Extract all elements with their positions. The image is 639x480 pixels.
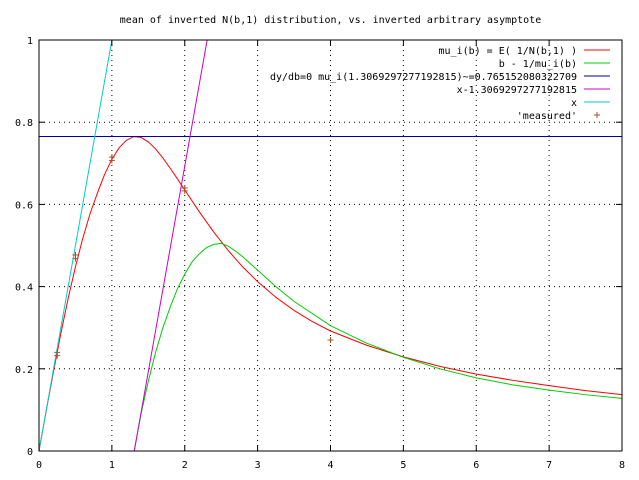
series-x-line [39,40,113,451]
series-mu-i-b-e-1-n-b-1-line [39,136,622,451]
measured-point [54,352,61,359]
y-tick-label: 1 [27,36,33,47]
x-tick-label: 8 [619,460,625,471]
legend-label: x [571,98,577,109]
measured-point [72,255,79,262]
y-tick-label: 0.6 [15,200,33,211]
measured-point [108,157,115,164]
grid [39,40,622,451]
x-tick-label: 1 [109,460,115,471]
y-tick-label: 0.2 [15,365,33,376]
chart-title: mean of inverted N(b,1) distribution, vs… [120,15,541,26]
legend-label: mu_i(b) = E( 1/N(b,1) ) [439,46,577,57]
x-tick-label: 4 [327,460,333,471]
x-tick-label: 5 [400,460,406,471]
y-tick-label: 0.4 [15,283,33,294]
y-tick-label: 0 [27,447,33,458]
series-layer [39,40,622,451]
legend-label: x-1.3069297277192815 [457,85,577,96]
series-x-1-3069297277192815-line [133,40,208,451]
x-tick-label: 3 [255,460,261,471]
x-tick-label: 7 [546,460,552,471]
legend-label: dy/db=0 mu_i(1.3069297277192815)~=0.7651… [270,72,577,83]
measured-point [181,187,188,194]
x-tick-label: 2 [182,460,188,471]
legend: mu_i(b) = E( 1/N(b,1) ) b - 1/mu_i(b) dy/d… [270,46,610,122]
x-tick-label: 6 [473,460,479,471]
axes: 0 1 2 3 4 5 6 7 8 0 0.2 0.4 0.6 0.8 1 [15,36,625,471]
y-tick-label: 0.8 [15,118,33,129]
legend-label: b - 1/mu_i(b) [499,59,577,70]
legend-label: 'measured' [517,111,577,122]
series-b-1-mu-i-b-line [133,242,622,451]
measured-point [327,337,334,344]
x-tick-label: 0 [36,460,42,471]
